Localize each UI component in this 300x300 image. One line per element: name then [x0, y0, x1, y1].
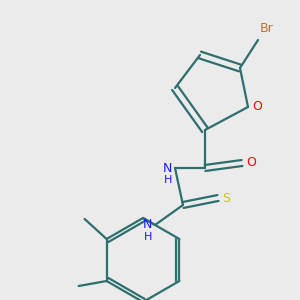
Text: H: H — [164, 175, 172, 185]
Text: N: N — [163, 161, 172, 175]
Text: N: N — [142, 218, 152, 232]
Text: O: O — [252, 100, 262, 113]
Text: S: S — [222, 191, 230, 205]
Text: O: O — [246, 157, 256, 169]
Text: H: H — [144, 232, 152, 242]
Text: Br: Br — [260, 22, 274, 35]
